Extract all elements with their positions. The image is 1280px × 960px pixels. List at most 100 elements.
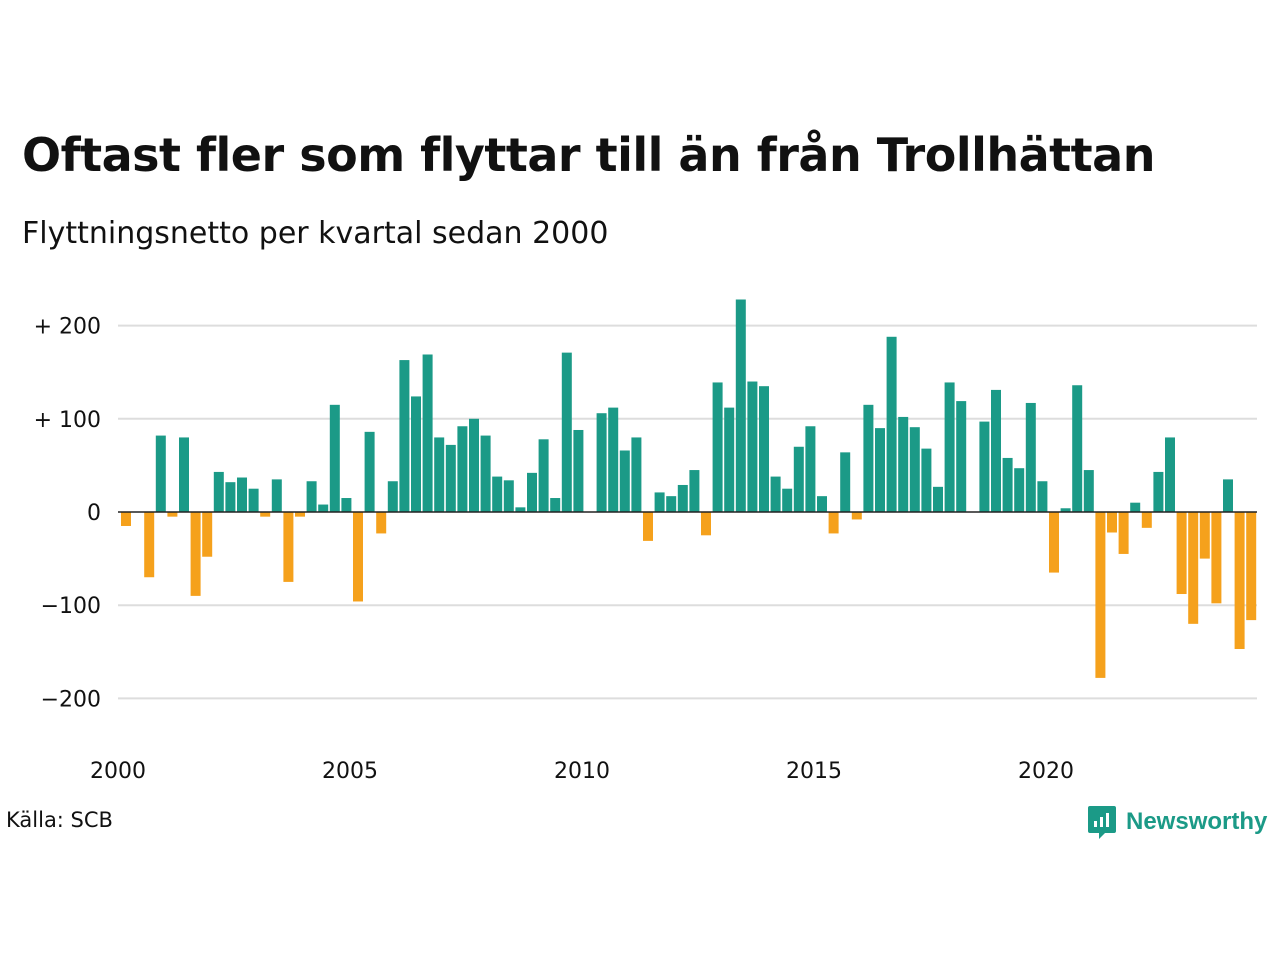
bar <box>283 512 294 582</box>
bar <box>457 426 468 512</box>
bar <box>991 389 1001 512</box>
bar <box>411 396 421 512</box>
newsworthy-logo-icon <box>1088 806 1116 839</box>
bar <box>306 481 317 512</box>
bar <box>561 352 572 512</box>
bar <box>643 512 653 541</box>
bar <box>1049 512 1059 573</box>
bar <box>550 498 561 512</box>
bar <box>909 427 920 512</box>
chart-title: Oftast fler som flyttar till än från Tro… <box>22 128 1155 182</box>
bar <box>793 446 804 512</box>
bar <box>237 477 247 512</box>
bar <box>503 480 514 512</box>
bar <box>1037 481 1048 512</box>
bar <box>724 407 735 512</box>
y-tick-label: −100 <box>41 594 101 619</box>
bar <box>260 512 271 517</box>
bar <box>1072 385 1083 512</box>
bar <box>654 492 665 512</box>
bar <box>248 488 259 512</box>
bar <box>179 437 189 512</box>
bar <box>399 360 410 512</box>
bar <box>1211 512 1222 604</box>
bar <box>190 512 201 596</box>
y-tick-label: −200 <box>41 687 101 712</box>
bar <box>167 512 178 517</box>
bar <box>666 496 677 512</box>
bar <box>747 381 758 512</box>
bar <box>735 299 746 512</box>
bar <box>318 504 329 512</box>
bar <box>225 482 236 512</box>
bar <box>979 421 990 512</box>
bar <box>886 336 897 512</box>
bar <box>422 354 433 512</box>
bar <box>434 437 445 512</box>
bar <box>1014 468 1025 512</box>
bars <box>121 299 1257 678</box>
bar <box>1165 437 1175 512</box>
bar <box>898 416 909 512</box>
y-tick-label: 0 <box>87 501 101 526</box>
bar <box>875 428 885 512</box>
bar <box>469 418 479 512</box>
bar <box>805 426 816 512</box>
bar <box>1223 479 1233 512</box>
bar <box>782 488 793 512</box>
bar <box>445 444 456 512</box>
bar <box>677 484 688 512</box>
bar <box>1176 512 1187 595</box>
bar <box>596 413 607 512</box>
x-tick-label: 2020 <box>1018 759 1074 784</box>
bar <box>1002 457 1013 512</box>
x-axis-tick-labels: 2000 2005 2010 2015 2020 <box>90 759 1074 784</box>
bar <box>1199 512 1210 559</box>
bar <box>271 479 282 512</box>
x-tick-label: 2010 <box>554 759 610 784</box>
bar <box>144 512 155 578</box>
bar <box>759 386 769 512</box>
bar <box>701 512 711 536</box>
bar <box>631 437 642 512</box>
bar <box>213 471 224 512</box>
bar <box>1153 471 1164 512</box>
bar <box>1141 512 1152 528</box>
bar <box>1234 512 1245 650</box>
bar <box>538 439 549 512</box>
bar <box>527 472 537 512</box>
y-axis-tick-labels: + 200 + 100 0 −100 −200 <box>34 315 101 713</box>
bar <box>1118 512 1129 554</box>
bar <box>933 486 943 512</box>
bar <box>364 431 375 512</box>
bar <box>944 382 955 512</box>
chart-subtitle: Flyttningsnetto per kvartal sedan 2000 <box>22 216 609 251</box>
bar <box>817 496 827 512</box>
bar <box>573 429 584 512</box>
bar <box>329 404 340 512</box>
source-note: Källa: SCB <box>6 808 113 832</box>
bar <box>1083 470 1094 512</box>
bar <box>770 476 781 512</box>
bar <box>121 512 131 526</box>
x-tick-label: 2015 <box>786 759 842 784</box>
bar <box>1025 402 1036 512</box>
bar <box>1060 508 1071 512</box>
newsworthy-brand[interactable]: Newsworthy <box>1087 804 1267 840</box>
bar <box>341 498 352 512</box>
bar <box>863 404 874 512</box>
bar <box>1095 512 1106 678</box>
x-tick-label: 2000 <box>90 759 146 784</box>
bar <box>1246 512 1257 621</box>
bar <box>608 407 619 512</box>
bar <box>1188 512 1199 624</box>
bar <box>353 512 363 602</box>
bar <box>295 512 305 517</box>
bar <box>921 448 932 512</box>
bar <box>828 512 839 534</box>
brand-name: Newsworthy <box>1126 808 1268 835</box>
grid-lines <box>118 324 1257 700</box>
y-tick-label: + 100 <box>34 408 101 433</box>
bar <box>851 512 862 520</box>
